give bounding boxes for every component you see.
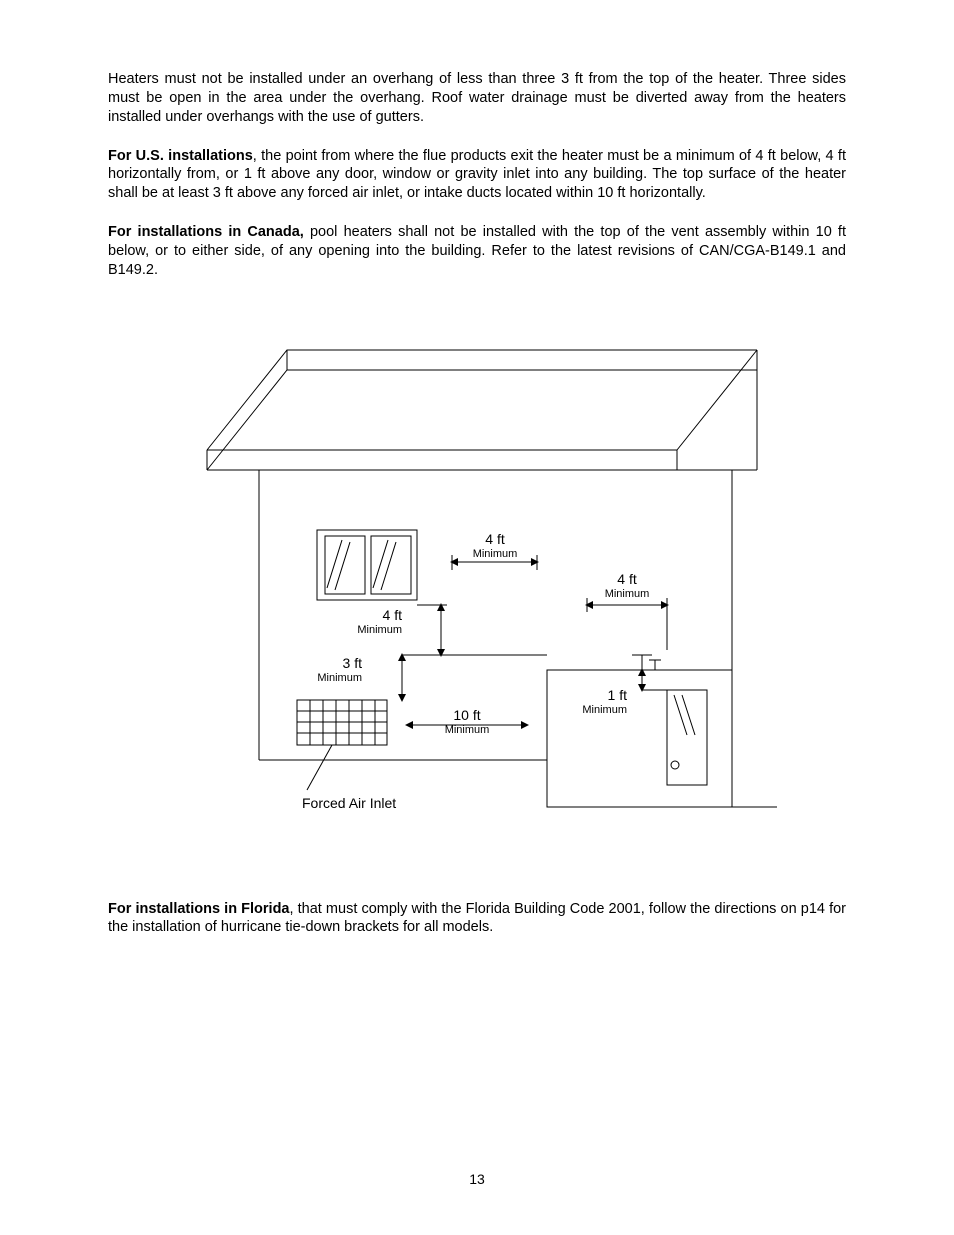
paragraph-us: For U.S. installations, the point from w… — [108, 147, 846, 204]
window — [317, 530, 417, 600]
paragraph-canada: For installations in Canada, pool heater… — [108, 223, 846, 280]
svg-text:3 ft: 3 ft — [343, 655, 363, 671]
svg-text:4 ft: 4 ft — [383, 607, 403, 623]
paragraph-florida: For installations in Florida, that must … — [108, 900, 846, 938]
forced-air-label: Forced Air Inlet — [302, 795, 396, 811]
svg-text:1 ft: 1 ft — [608, 687, 628, 703]
fa-leader — [307, 745, 332, 790]
door — [667, 690, 707, 785]
svg-text:10 ft: 10 ft — [453, 707, 480, 723]
dim-4ft-door-horiz: 4 ft Minimum — [587, 571, 667, 650]
clearance-diagram: Forced Air Inlet 4 — [108, 330, 846, 840]
svg-text:Minimum: Minimum — [357, 624, 402, 636]
svg-text:4 ft: 4 ft — [485, 531, 505, 547]
bold-us: For U.S. installations — [108, 148, 253, 164]
svg-text:Minimum: Minimum — [317, 672, 362, 684]
diagram-svg: Forced Air Inlet 4 — [177, 330, 777, 840]
paragraph-overhang: Heaters must not be installed under an o… — [108, 70, 846, 127]
svg-text:4 ft: 4 ft — [617, 571, 637, 587]
forced-air-inlet — [297, 700, 387, 745]
svg-text:Minimum: Minimum — [582, 704, 627, 716]
page-number: 13 — [0, 1171, 954, 1187]
dim-10ft-horiz: 10 ft Minimum — [407, 707, 527, 736]
bold-canada: For installations in Canada, — [108, 224, 304, 240]
heater — [547, 655, 732, 807]
dim-3ft-inlet-vert: 3 ft Minimum — [317, 655, 547, 700]
svg-text:Minimum: Minimum — [445, 724, 490, 736]
wall — [259, 470, 732, 807]
dim-1ft-door-vert: 1 ft Minimum — [582, 670, 667, 716]
dim-4ft-window-horiz: 4 ft Minimum — [452, 531, 537, 570]
roof — [207, 350, 757, 470]
dim-4ft-window-vert: 4 ft Minimum — [357, 605, 447, 655]
svg-text:Minimum: Minimum — [473, 548, 518, 560]
svg-text:Minimum: Minimum — [605, 588, 650, 600]
bold-florida: For installations in Florida — [108, 901, 290, 917]
